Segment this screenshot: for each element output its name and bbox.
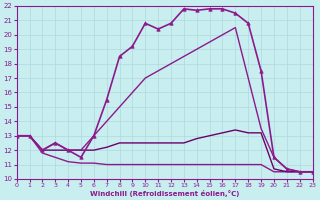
X-axis label: Windchill (Refroidissement éolien,°C): Windchill (Refroidissement éolien,°C)	[90, 190, 239, 197]
